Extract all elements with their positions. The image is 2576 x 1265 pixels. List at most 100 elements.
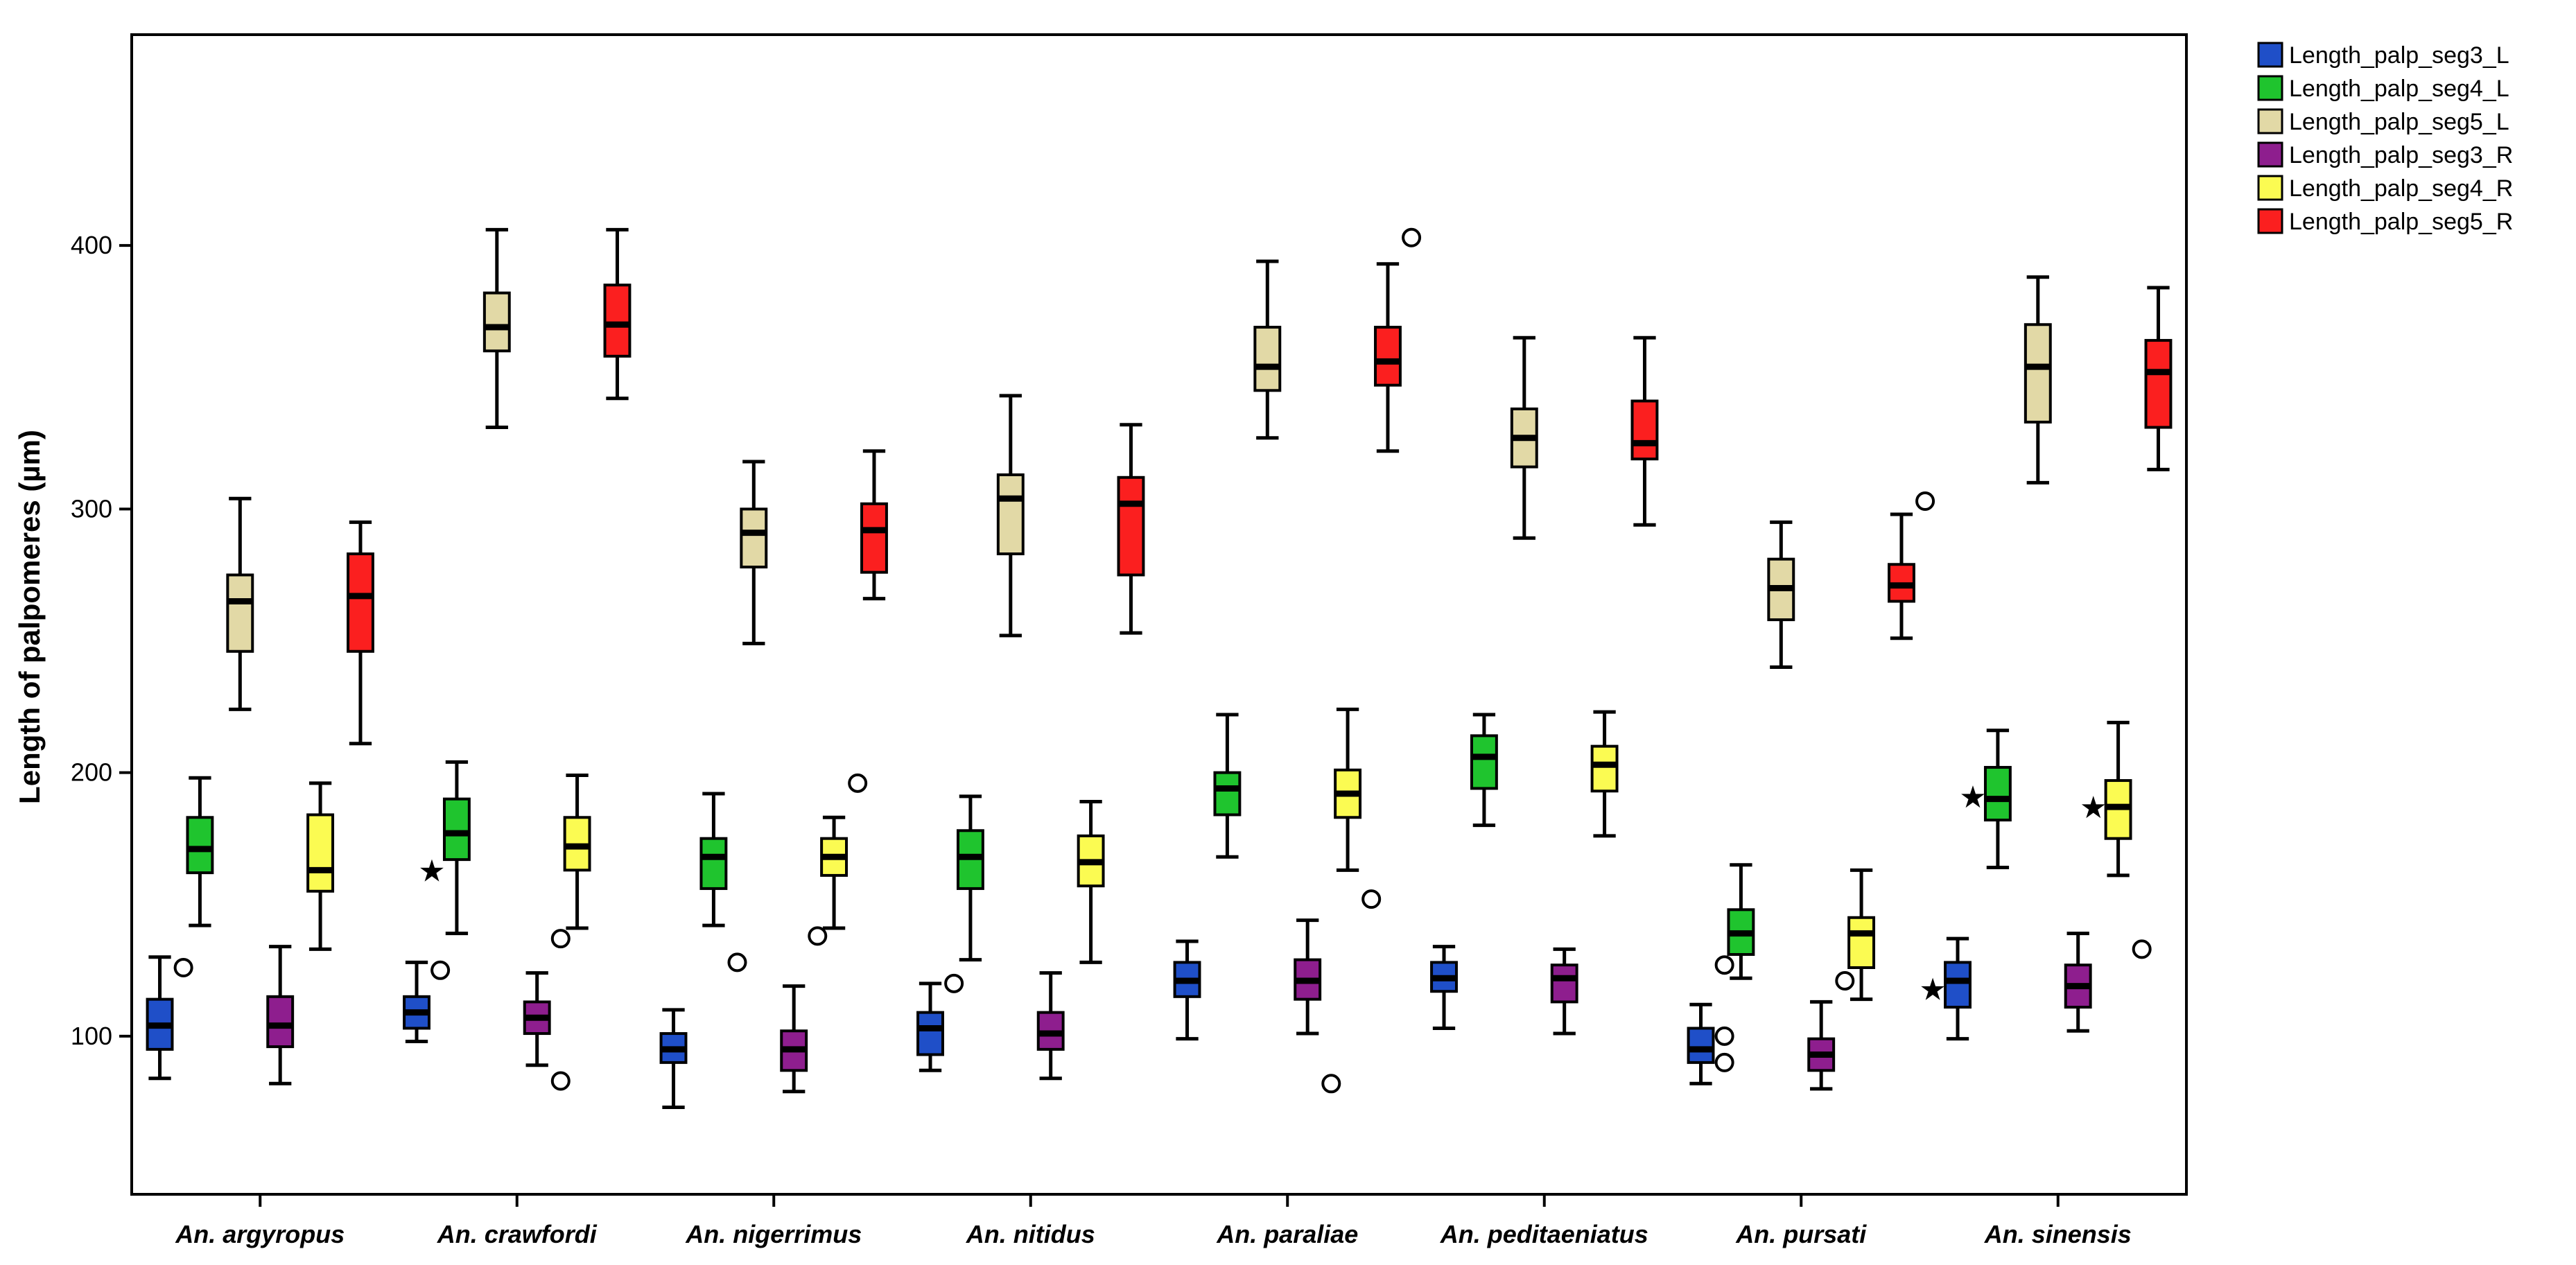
y-tick-label: 400 — [71, 231, 112, 259]
iqr-box — [1253, 326, 1282, 392]
extreme-point: ★ — [1919, 972, 1946, 1007]
iqr-box — [996, 473, 1025, 556]
box-Length_palp_seg5_R — [1374, 227, 1422, 453]
category-label: An. pursati — [1735, 1220, 1867, 1248]
iqr-box — [2024, 323, 2052, 424]
iqr-box — [1983, 766, 2012, 822]
outlier-point — [1321, 1074, 1341, 1094]
category-label: An. paraliae — [1216, 1220, 1358, 1248]
box-Length_palp_seg5_L — [740, 460, 768, 645]
iqr-box — [1550, 963, 1578, 1004]
box-Length_palp_seg4_L — [956, 794, 984, 962]
legend-label: Length_palp_seg5_R — [2289, 209, 2513, 235]
legend: Length_palp_seg3_L Length_palp_seg4_L Leng… — [2257, 42, 2513, 235]
box-groups: ★ ★ ★ ★ — [146, 227, 2173, 1110]
box-Length_palp_seg3_L — [403, 960, 451, 1043]
iqr-box — [226, 573, 254, 653]
box-Length_palp_seg5_R — [2144, 286, 2173, 471]
iqr-box — [1374, 326, 1402, 387]
iqr-box — [699, 837, 728, 890]
iqr-box — [1944, 961, 1972, 1009]
box-Length_palp_seg4_R — [563, 773, 591, 930]
outlier-point — [550, 929, 571, 949]
iqr-box — [1630, 399, 1659, 461]
legend-swatch — [2257, 208, 2283, 234]
box-Length_palp_seg5_L — [482, 227, 511, 430]
iqr-box — [2144, 339, 2173, 429]
box-Length_palp_seg3_L — [659, 1008, 688, 1110]
box-Length_palp_seg5_R — [1630, 335, 1659, 527]
outlier-point — [173, 958, 193, 978]
box-Length_palp_seg5_R — [1888, 491, 1935, 640]
y-axis: 100 200 300 400 — [71, 231, 132, 1050]
iqr-box — [860, 502, 888, 574]
outlier-point — [1714, 1052, 1734, 1072]
legend-swatch — [2257, 141, 2283, 168]
iqr-box — [1117, 476, 1145, 577]
box-Length_palp_seg5_L — [1767, 520, 1795, 670]
legend-label: Length_palp_seg3_L — [2289, 42, 2509, 69]
x-axis: An. argyropus An. crawfordi An. nigerrimus… — [175, 1194, 2132, 1248]
iqr-box — [347, 552, 374, 653]
box-Length_palp_seg3_L — [1687, 955, 1734, 1085]
box-Length_palp_seg5_R — [860, 449, 888, 601]
box-Length_palp_seg3_R — [1036, 971, 1065, 1081]
box-Length_palp_seg4_R: ★ — [2080, 720, 2152, 959]
box-Length_palp_seg3_L — [1430, 945, 1458, 1030]
iqr-box — [740, 507, 768, 569]
box-Length_palp_seg4_R — [1334, 707, 1382, 909]
iqr-box — [1590, 744, 1619, 793]
outlier-point — [430, 960, 451, 980]
category-label: An. sinensis — [1984, 1220, 2132, 1248]
iqr-box — [916, 1011, 944, 1056]
outlier-point — [727, 952, 747, 972]
box-Length_palp_seg5_R — [347, 520, 374, 746]
box-Length_palp_seg4_L — [699, 792, 747, 972]
outlier-point — [1915, 491, 1935, 512]
box-Length_palp_seg3_R — [1807, 971, 1855, 1091]
outlier-point — [1714, 955, 1734, 975]
box-Length_palp_seg3_R — [266, 945, 295, 1085]
extreme-point: ★ — [2080, 790, 2107, 826]
legend-label: Length_palp_seg4_R — [2289, 175, 2513, 202]
iqr-box — [603, 283, 632, 358]
iqr-box — [1213, 771, 1242, 817]
legend-swatch — [2257, 175, 2283, 201]
outlier-point — [848, 773, 868, 793]
category-label: An. nigerrimus — [685, 1220, 862, 1248]
plot-area — [130, 33, 2188, 1196]
box-Length_palp_seg4_L: ★ — [418, 760, 471, 936]
box-Length_palp_seg5_L — [226, 496, 254, 711]
box-Length_palp_seg5_R — [1117, 423, 1145, 635]
y-tick-label: 300 — [71, 494, 112, 523]
box-Length_palp_seg4_L — [1727, 863, 1755, 980]
y-tick-label: 200 — [71, 758, 112, 787]
box-Length_palp_seg3_R — [780, 926, 828, 1094]
iqr-box — [266, 995, 295, 1049]
box-Length_palp_seg4_L — [1213, 713, 1242, 859]
legend-swatch — [2257, 42, 2283, 68]
iqr-box — [186, 816, 214, 875]
box-Length_palp_seg4_L — [1470, 713, 1498, 828]
outlier-point — [2132, 939, 2152, 959]
box-Length_palp_seg5_L — [996, 394, 1025, 638]
iqr-box — [1470, 734, 1498, 790]
extreme-point: ★ — [1959, 780, 1986, 815]
category-label: An. nitidus — [966, 1220, 1095, 1248]
box-Length_palp_seg4_R — [820, 773, 868, 930]
box-Length_palp_seg4_R — [1077, 799, 1105, 964]
box-Length_palp_seg3_R — [2064, 932, 2092, 1033]
legend-swatch — [2257, 108, 2283, 134]
box-Length_palp_seg5_R — [603, 227, 632, 401]
box-Length_palp_seg3_L: ★ — [1919, 936, 1972, 1041]
outlier-point — [808, 926, 828, 946]
iqr-box — [1687, 1027, 1715, 1064]
outlier-point — [1835, 971, 1855, 991]
box-Length_palp_seg4_R — [1590, 710, 1619, 838]
box-Length_palp_seg5_L — [1253, 259, 1282, 440]
outlier-point — [550, 1071, 571, 1091]
box-Length_palp_seg4_L — [186, 776, 214, 927]
outlier-point — [1361, 889, 1382, 909]
category-label: An. crawfordi — [437, 1220, 598, 1248]
box-Length_palp_seg4_R — [306, 781, 335, 951]
